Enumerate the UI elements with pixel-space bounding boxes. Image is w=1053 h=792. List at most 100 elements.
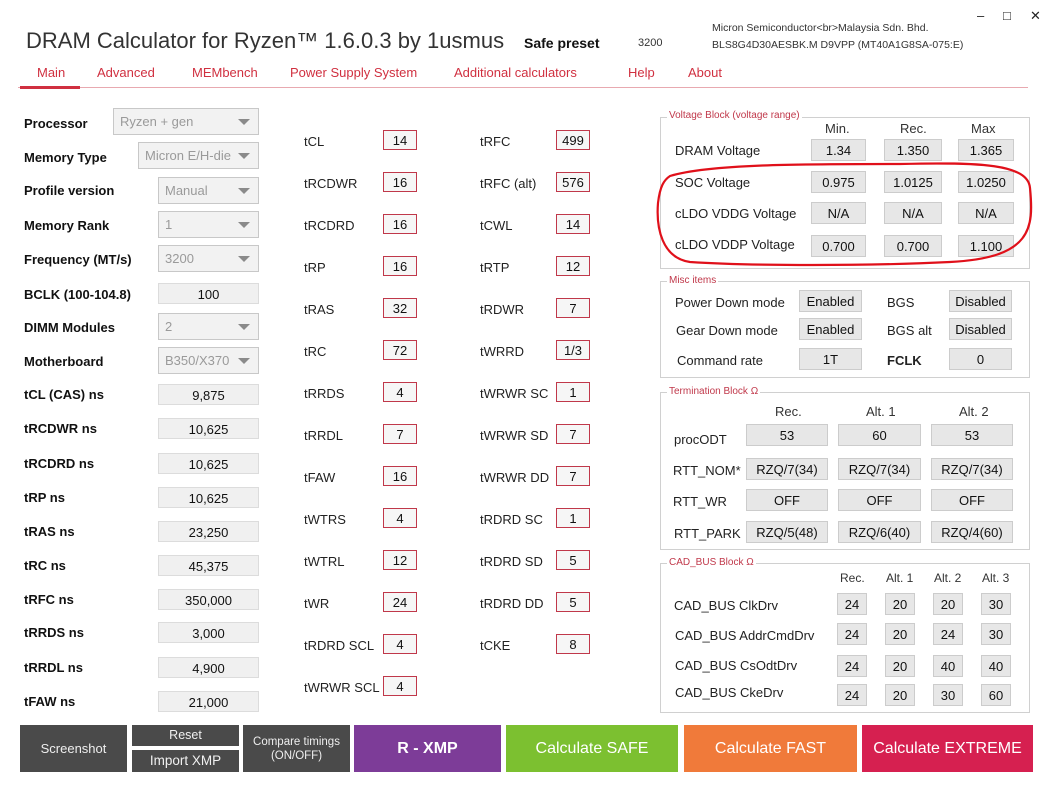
- timing-value: 1: [556, 382, 590, 402]
- tab-main[interactable]: Main: [37, 65, 66, 80]
- dimm-modules-select[interactable]: 2: [158, 313, 259, 340]
- timing-label: tCL: [304, 134, 325, 149]
- profile-version-label: Profile version: [24, 183, 115, 198]
- motherboard-select[interactable]: B350/X370: [158, 347, 259, 374]
- bclk-label: BCLK (100-104.8): [24, 287, 131, 302]
- ns-value: 21,000: [158, 691, 259, 712]
- cadbus-csodtdrv-label: CAD_BUS CsOdtDrv: [675, 658, 798, 673]
- timing-value: 5: [556, 592, 590, 612]
- rtt-nom-alt1: RZQ/7(34): [838, 458, 921, 480]
- reset-button[interactable]: Reset: [132, 725, 239, 746]
- termination-block: [660, 392, 1030, 550]
- cadbus-ckedrv-alt2: 30: [933, 684, 963, 706]
- vddg-voltage-min: N/A: [811, 202, 866, 224]
- tab-power-supply-system[interactable]: Power Supply System: [290, 65, 418, 80]
- timing-label: tWRWR SD: [480, 428, 549, 443]
- command-rate-label: Command rate: [677, 353, 763, 368]
- dimm-modules-label: DIMM Modules: [24, 320, 115, 335]
- processor-select[interactable]: Ryzen + gen: [113, 108, 259, 135]
- calculate-safe-button[interactable]: Calculate SAFE: [506, 725, 678, 772]
- calculate-extreme-button[interactable]: Calculate EXTREME: [862, 725, 1033, 772]
- timing-label: tRDRD SD: [480, 554, 543, 569]
- cadbus-addrcmddrv-alt2: 24: [933, 623, 963, 645]
- rtt-nom-label: RTT_NOM*: [673, 463, 741, 478]
- cadbus-header-alt2: Alt. 2: [934, 571, 962, 585]
- ns-value: 23,250: [158, 521, 259, 542]
- cadbus-ckedrv-alt3: 60: [981, 684, 1011, 706]
- timing-label: tWRWR SC: [480, 386, 549, 401]
- gear-down-label: Gear Down mode: [676, 323, 778, 338]
- ns-label: tRFC ns: [24, 592, 74, 607]
- chevron-down-icon: [238, 188, 250, 194]
- timing-value: 12: [556, 256, 590, 276]
- chevron-down-icon: [238, 256, 250, 262]
- power-down-label: Power Down mode: [675, 295, 785, 310]
- soc-voltage-rec: 1.0125: [884, 171, 942, 193]
- maximize-button[interactable]: □: [1003, 8, 1011, 23]
- cadbus-clkdrv-alt2: 20: [933, 593, 963, 615]
- rtt-wr-alt2: OFF: [931, 489, 1013, 511]
- timing-label: tRFC (alt): [480, 176, 537, 191]
- timing-value: 1/3: [556, 340, 590, 360]
- profile-version-select[interactable]: Manual: [158, 177, 259, 204]
- cadbus-addrcmddrv-label: CAD_BUS AddrCmdDrv: [675, 628, 815, 643]
- timing-label: tRC: [304, 344, 327, 359]
- rtt-park-rec: RZQ/5(48): [746, 521, 828, 543]
- timing-label: tRAS: [304, 302, 335, 317]
- tab-help[interactable]: Help: [628, 65, 655, 80]
- rtt-wr-alt1: OFF: [838, 489, 921, 511]
- termination-block-title: Termination Block Ω: [667, 386, 761, 397]
- r-xmp-button[interactable]: R - XMP: [354, 725, 501, 772]
- timing-value: 16: [383, 256, 417, 276]
- timing-label: tFAW: [304, 470, 336, 485]
- memory-rank-select[interactable]: 1: [158, 211, 259, 238]
- vddp-voltage-max: 1.100: [958, 235, 1014, 257]
- bclk-input[interactable]: 100: [158, 283, 259, 304]
- screenshot-button[interactable]: Screenshot: [20, 725, 127, 772]
- close-button[interactable]: ✕: [1030, 8, 1041, 23]
- memory-type-label: Memory Type: [24, 150, 107, 165]
- fclk-label: FCLK: [887, 353, 922, 368]
- maker-line-1: Micron Semiconductor<br>Malaysia Sdn. Bh…: [712, 22, 929, 34]
- soc-voltage-max: 1.0250: [958, 171, 1014, 193]
- timing-label: tWRWR SCL: [304, 680, 380, 695]
- tab-membench[interactable]: MEMbench: [192, 65, 258, 80]
- preset-value: 3200: [638, 37, 663, 49]
- ns-value: 10,625: [158, 487, 259, 508]
- ns-label: tRC ns: [24, 558, 66, 573]
- minimize-button[interactable]: –: [977, 8, 985, 23]
- chevron-down-icon: [238, 358, 250, 364]
- tab-additional-calculators[interactable]: Additional calculators: [454, 65, 577, 80]
- procodt-alt2: 53: [931, 424, 1013, 446]
- frequency-select[interactable]: 3200: [158, 245, 259, 272]
- rtt-wr-label: RTT_WR: [673, 494, 727, 509]
- compare-timings-button[interactable]: Compare timings (ON/OFF): [243, 725, 350, 772]
- import-xmp-button[interactable]: Import XMP: [132, 750, 239, 772]
- ns-label: tRAS ns: [24, 524, 75, 539]
- compare-timings-label: Compare timings: [253, 735, 340, 748]
- tab-advanced[interactable]: Advanced: [97, 65, 155, 80]
- timing-label: tRCDWR: [304, 176, 358, 191]
- rtt-nom-alt2: RZQ/7(34): [931, 458, 1013, 480]
- cadbus-clkdrv-rec: 24: [837, 593, 867, 615]
- dram-voltage-min: 1.34: [811, 139, 866, 161]
- cadbus-header-rec: Rec.: [840, 571, 865, 585]
- procodt-alt1: 60: [838, 424, 921, 446]
- timing-label: tCKE: [480, 638, 511, 653]
- vddg-voltage-rec: N/A: [884, 202, 942, 224]
- dram-voltage-rec: 1.350: [884, 139, 942, 161]
- dram-voltage-max: 1.365: [958, 139, 1014, 161]
- timing-label: tRDWR: [480, 302, 525, 317]
- fclk-value: 0: [949, 348, 1012, 370]
- misc-block-title: Misc items: [667, 275, 719, 286]
- memory-maker-info: Micron Semiconductor<br>Malaysia Sdn. Bh…: [712, 20, 963, 54]
- frequency-select-value: 3200: [165, 251, 194, 266]
- compare-timings-toggle-label: (ON/OFF): [270, 749, 323, 762]
- cadbus-clkdrv-alt3: 30: [981, 593, 1011, 615]
- timing-label: tRP: [304, 260, 326, 275]
- memory-type-select[interactable]: Micron E/H-die: [138, 142, 259, 169]
- tab-about[interactable]: About: [688, 65, 722, 80]
- bgs-alt-label: BGS alt: [887, 323, 932, 338]
- calculate-fast-button[interactable]: Calculate FAST: [684, 725, 857, 772]
- timing-label: tRTP: [480, 260, 510, 275]
